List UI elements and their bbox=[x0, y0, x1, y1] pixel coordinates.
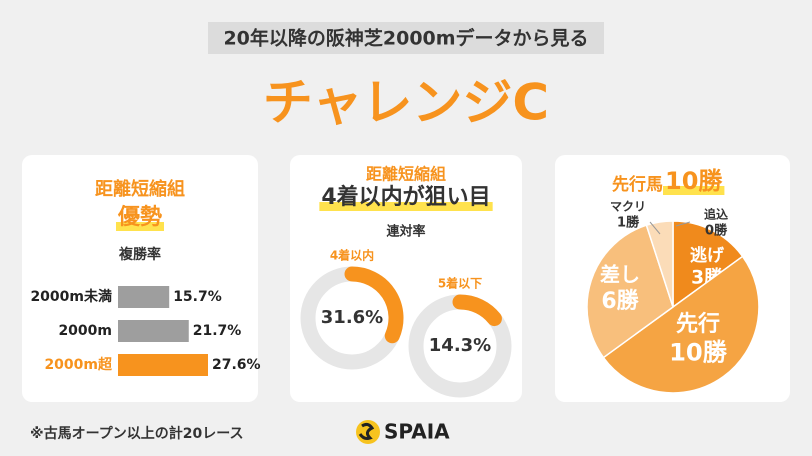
category-label: 4着以内 bbox=[330, 248, 374, 263]
panel-title-emphasis: 10勝 bbox=[665, 167, 723, 195]
value-label: 31.6% bbox=[321, 307, 383, 328]
axis-label: 連対率 bbox=[386, 224, 425, 240]
value-label: 27.6% bbox=[212, 357, 261, 373]
panel bbox=[290, 155, 522, 402]
bar bbox=[118, 320, 189, 342]
highlight bbox=[319, 202, 493, 211]
value-label: 15.7% bbox=[173, 289, 222, 305]
panel-subtitle: 4着以内が狙い目 bbox=[321, 184, 490, 210]
category-label: 5着以下 bbox=[438, 276, 482, 291]
axis-label: 複勝率 bbox=[118, 246, 161, 263]
header-title: チャレンジC bbox=[263, 74, 549, 132]
logo-mark bbox=[358, 422, 375, 440]
panel-title: 距離短縮組 bbox=[95, 178, 185, 200]
bar bbox=[118, 286, 170, 308]
bar bbox=[118, 354, 208, 376]
category-label: 差し bbox=[600, 263, 640, 287]
highlight bbox=[663, 186, 725, 195]
leader-line bbox=[649, 221, 661, 235]
pie-slice bbox=[672, 220, 744, 309]
category-label: 先行 bbox=[676, 311, 720, 337]
donut-arc bbox=[452, 294, 502, 327]
pie-slice bbox=[602, 255, 760, 394]
pie-slice bbox=[586, 224, 674, 359]
category-label: 逃げ bbox=[690, 245, 725, 266]
value-label: 1勝 bbox=[617, 213, 640, 230]
highlight bbox=[115, 222, 165, 231]
leader-line bbox=[675, 221, 691, 227]
value-label: 21.7% bbox=[193, 323, 242, 339]
subtitle-banner bbox=[208, 22, 604, 54]
category-label: 追込 bbox=[704, 206, 728, 221]
category-label: マクリ bbox=[610, 199, 646, 213]
category-label: 2000m超 bbox=[44, 356, 113, 373]
donut-arc bbox=[344, 266, 404, 344]
header-subtitle: 20年以降の阪神芝2000mデータから見る bbox=[223, 27, 588, 50]
category-label: 2000m未満 bbox=[30, 288, 112, 305]
value-label: 6勝 bbox=[601, 289, 639, 314]
category-label: 2000m bbox=[58, 323, 112, 339]
value-label: 10勝 bbox=[669, 338, 728, 366]
panel bbox=[22, 155, 258, 402]
footer-logo: SPAIA bbox=[384, 420, 450, 444]
value-label: 0勝 bbox=[705, 221, 728, 238]
panel-title: 先行馬 bbox=[612, 174, 663, 195]
panel-title: 距離短縮組 bbox=[366, 165, 446, 184]
panel-subtitle: 優勢 bbox=[117, 204, 162, 230]
pie-slice bbox=[645, 220, 674, 308]
value-label: 14.3% bbox=[429, 335, 491, 356]
footer-note: ※古馬オープン以上の計20レース bbox=[30, 425, 244, 442]
